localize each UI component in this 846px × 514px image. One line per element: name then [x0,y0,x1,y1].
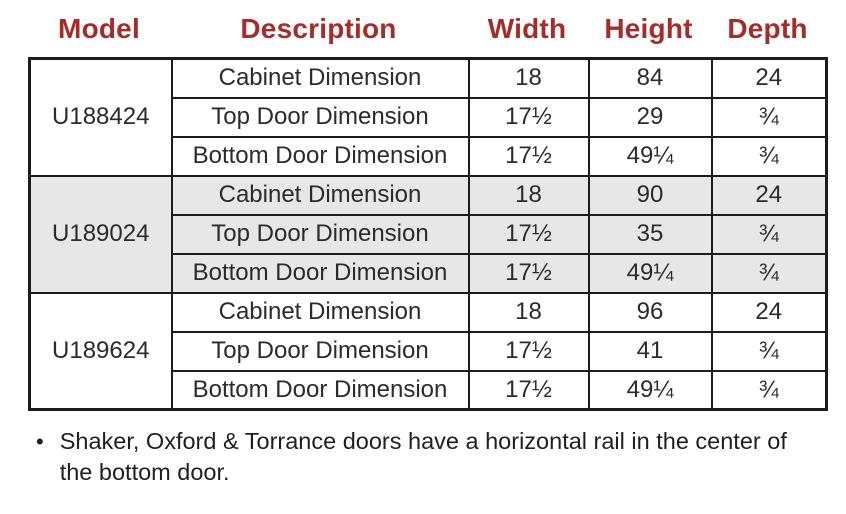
column-header-model: Model [58,12,140,44]
description-cell: Cabinet Dimension [170,57,470,99]
width-cell: 17½ [467,135,590,177]
height-cell: 49¼ [587,135,713,177]
model-cell: U188424 [28,57,173,177]
height-cell: 41 [587,330,713,372]
description-cell: Top Door Dimension [170,96,470,138]
table-row: Top Door Dimension 17½ 29 ¾ [30,96,828,138]
width-cell: 18 [467,57,590,99]
description-cell: Bottom Door Dimension [170,369,470,411]
table-header: Model Description Width Height Depth [28,0,825,57]
bullet-icon: • [36,429,44,454]
dimensions-table-body: U188424 Cabinet Dimension 18 84 24 Top Door D… [28,57,828,411]
description-cell: Top Door Dimension [170,330,470,372]
table-row: Bottom Door Dimension 17½ 49¼ ¾ [30,135,828,177]
width-cell: 17½ [467,369,590,411]
table-row: Top Door Dimension 17½ 41 ¾ [30,330,828,372]
column-header-height: Height [604,12,693,44]
footnote-text: Shaker, Oxford & Torrance doors have a h… [59,428,787,485]
column-header-width: Width [487,12,567,44]
table-row: U189624 Cabinet Dimension 18 96 24 [28,291,828,411]
width-cell: 17½ [467,330,590,372]
depth-cell: ¾ [710,369,828,411]
table-row: U189024 Cabinet Dimension 18 90 24 [28,174,828,294]
width-cell: 18 [467,291,590,333]
width-cell: 17½ [467,252,590,294]
depth-cell: ¾ [710,252,828,294]
depth-cell: ¾ [710,213,828,255]
model-cell: U189624 [28,291,173,411]
description-cell: Bottom Door Dimension [170,135,470,177]
height-cell: 49¼ [587,369,713,411]
width-cell: 18 [467,174,590,216]
depth-cell: ¾ [710,135,828,177]
model-cell: U189024 [28,174,173,294]
width-cell: 17½ [467,213,590,255]
depth-cell: 24 [710,57,828,99]
description-cell: Bottom Door Dimension [170,252,470,294]
column-header-description: Description [240,12,397,44]
depth-cell: ¾ [710,330,828,372]
height-cell: 90 [587,174,713,216]
height-cell: 49¼ [587,252,713,294]
footnote: • Shaker, Oxford & Torrance doors have a… [36,426,822,488]
table-row: Top Door Dimension 17½ 35 ¾ [30,213,828,255]
table-row: Bottom Door Dimension 17½ 49¼ ¾ [30,252,828,294]
depth-cell: 24 [710,291,828,333]
description-cell: Cabinet Dimension [170,174,470,216]
column-header-depth: Depth [727,12,808,44]
height-cell: 35 [587,213,713,255]
height-cell: 84 [587,57,713,99]
width-cell: 17½ [467,96,590,138]
description-cell: Cabinet Dimension [170,291,470,333]
height-cell: 96 [587,291,713,333]
description-cell: Top Door Dimension [170,213,470,255]
dimensions-table: U188424 Cabinet Dimension 18 84 24 Top Door D… [28,57,828,411]
table-row: Bottom Door Dimension 17½ 49¼ ¾ [30,369,828,411]
depth-cell: 24 [710,174,828,216]
table-row: U188424 Cabinet Dimension 18 84 24 [28,57,828,177]
depth-cell: ¾ [710,96,828,138]
height-cell: 29 [587,96,713,138]
